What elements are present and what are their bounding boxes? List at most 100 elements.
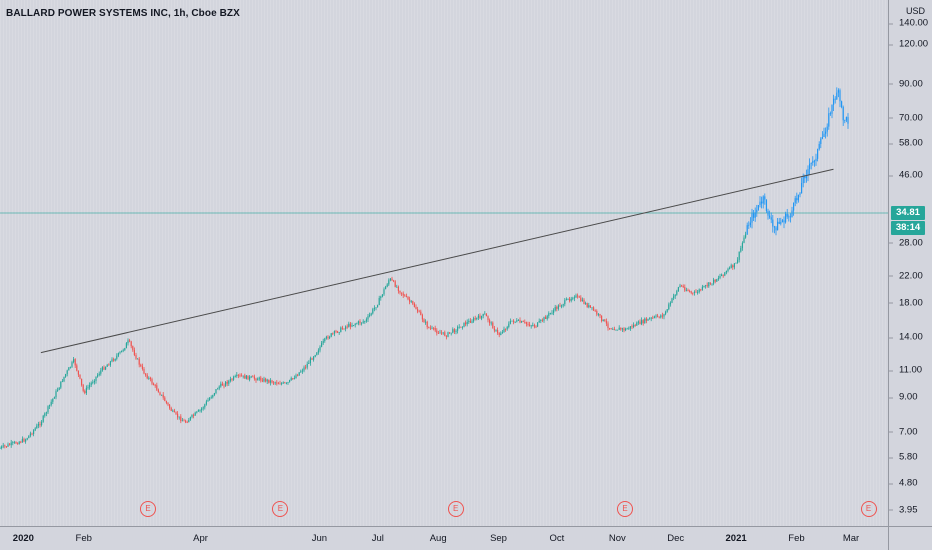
- candle-body: [505, 328, 507, 330]
- candle-body: [845, 117, 847, 121]
- axis-settings-corner[interactable]: [888, 526, 932, 550]
- candle-body: [242, 375, 244, 377]
- candle-body: [757, 204, 759, 210]
- earnings-marker[interactable]: E: [617, 501, 634, 517]
- candle-body: [781, 220, 783, 223]
- candle-body: [698, 289, 700, 293]
- candle-body: [431, 327, 433, 329]
- candle-body: [237, 374, 239, 376]
- candle-body: [831, 104, 833, 114]
- candle-body: [653, 316, 655, 318]
- candle-body: [175, 412, 177, 414]
- candle-body: [637, 321, 639, 323]
- candle-body: [601, 315, 603, 321]
- candle-body: [668, 304, 670, 310]
- candle-body: [66, 370, 68, 375]
- earnings-marker[interactable]: E: [447, 501, 464, 517]
- candle-body: [791, 210, 793, 218]
- candle-body: [657, 315, 659, 317]
- candle-body: [677, 287, 679, 292]
- candle-body: [57, 390, 59, 392]
- price-chart[interactable]: [0, 0, 888, 526]
- candle-body: [404, 295, 406, 297]
- price-tick-label: 14.00: [889, 331, 923, 343]
- price-tick-label: 11.00: [888, 364, 923, 376]
- candle-body: [330, 333, 332, 337]
- candle-body: [613, 329, 615, 331]
- candle-body: [479, 315, 481, 319]
- candle-body: [148, 377, 150, 379]
- time-tick-label: Feb: [75, 533, 92, 544]
- candle-body: [439, 332, 441, 334]
- candle-body: [821, 137, 823, 139]
- price-axis[interactable]: USD 140.00 120.00 90.00 70.00 58.00 46.00 28.0…: [888, 0, 932, 526]
- candle-body: [722, 274, 724, 276]
- candle-body: [103, 367, 105, 370]
- trendline[interactable]: [40, 168, 834, 354]
- candle-body: [741, 242, 743, 249]
- candle-body: [841, 101, 843, 108]
- candle-body: [839, 90, 841, 102]
- candle-body: [250, 376, 252, 378]
- candle-body: [540, 319, 542, 321]
- candle-body: [812, 160, 814, 163]
- earnings-marker[interactable]: E: [860, 501, 877, 517]
- candle-body: [7, 444, 9, 447]
- candle-body: [583, 299, 585, 305]
- candle-body: [767, 210, 769, 216]
- candle-body: [53, 397, 55, 399]
- candle-body: [636, 322, 638, 326]
- candle-body: [572, 298, 574, 300]
- candle-body: [532, 325, 534, 326]
- candle-body: [559, 305, 561, 307]
- candle-body: [833, 98, 835, 105]
- candle-body: [570, 298, 572, 301]
- candle-body: [673, 296, 675, 299]
- candle-body: [210, 397, 212, 399]
- chart-pane[interactable]: BALLARD POWER SYSTEMS INC, 1h, Cboe BZX …: [0, 0, 888, 526]
- candle-body: [434, 328, 436, 331]
- candle-body: [417, 309, 419, 312]
- currency-label[interactable]: USD: [906, 6, 926, 16]
- candle-body: [245, 375, 247, 379]
- candle-body: [367, 316, 369, 320]
- candle-body: [26, 438, 28, 440]
- candle-body: [802, 176, 804, 184]
- candle-body: [121, 350, 123, 353]
- candle-body: [466, 321, 468, 325]
- earnings-marker[interactable]: E: [272, 501, 289, 517]
- candle-body: [201, 408, 203, 411]
- candle-body: [301, 370, 303, 372]
- candle-body: [580, 297, 582, 301]
- candle-body: [437, 333, 439, 334]
- candle-body: [306, 363, 308, 368]
- candle-body: [173, 410, 175, 413]
- candle-body: [508, 323, 510, 327]
- candle-body: [807, 169, 809, 176]
- candle-body: [711, 283, 713, 285]
- candle-body: [641, 320, 643, 325]
- candle-body: [101, 367, 103, 371]
- candle-body: [420, 311, 422, 316]
- candle-body: [261, 380, 263, 382]
- candle-body: [68, 367, 70, 371]
- candle-body: [815, 158, 817, 161]
- candle-body: [794, 198, 796, 203]
- candle-body: [594, 310, 596, 312]
- time-tick-label: Jun: [311, 533, 328, 544]
- symbol-title[interactable]: BALLARD POWER SYSTEMS INC, 1h, Cboe BZX: [6, 8, 240, 19]
- time-axis[interactable]: 2020 Feb Apr Jun Jul Aug Sep Oct Nov Dec 2021 Feb Ma…: [0, 526, 888, 550]
- candle-body: [756, 209, 758, 213]
- candle-body: [687, 289, 689, 292]
- candle-body: [685, 289, 687, 291]
- earnings-marker[interactable]: E: [140, 501, 156, 517]
- candle-body: [357, 321, 359, 324]
- candle-body: [375, 307, 377, 309]
- candle-body: [405, 296, 407, 297]
- candle-body: [308, 362, 310, 364]
- candle-body: [553, 310, 555, 313]
- candle-body: [349, 323, 351, 327]
- candle-body: [394, 281, 396, 287]
- candle-body: [170, 408, 172, 411]
- candle-body: [335, 330, 337, 332]
